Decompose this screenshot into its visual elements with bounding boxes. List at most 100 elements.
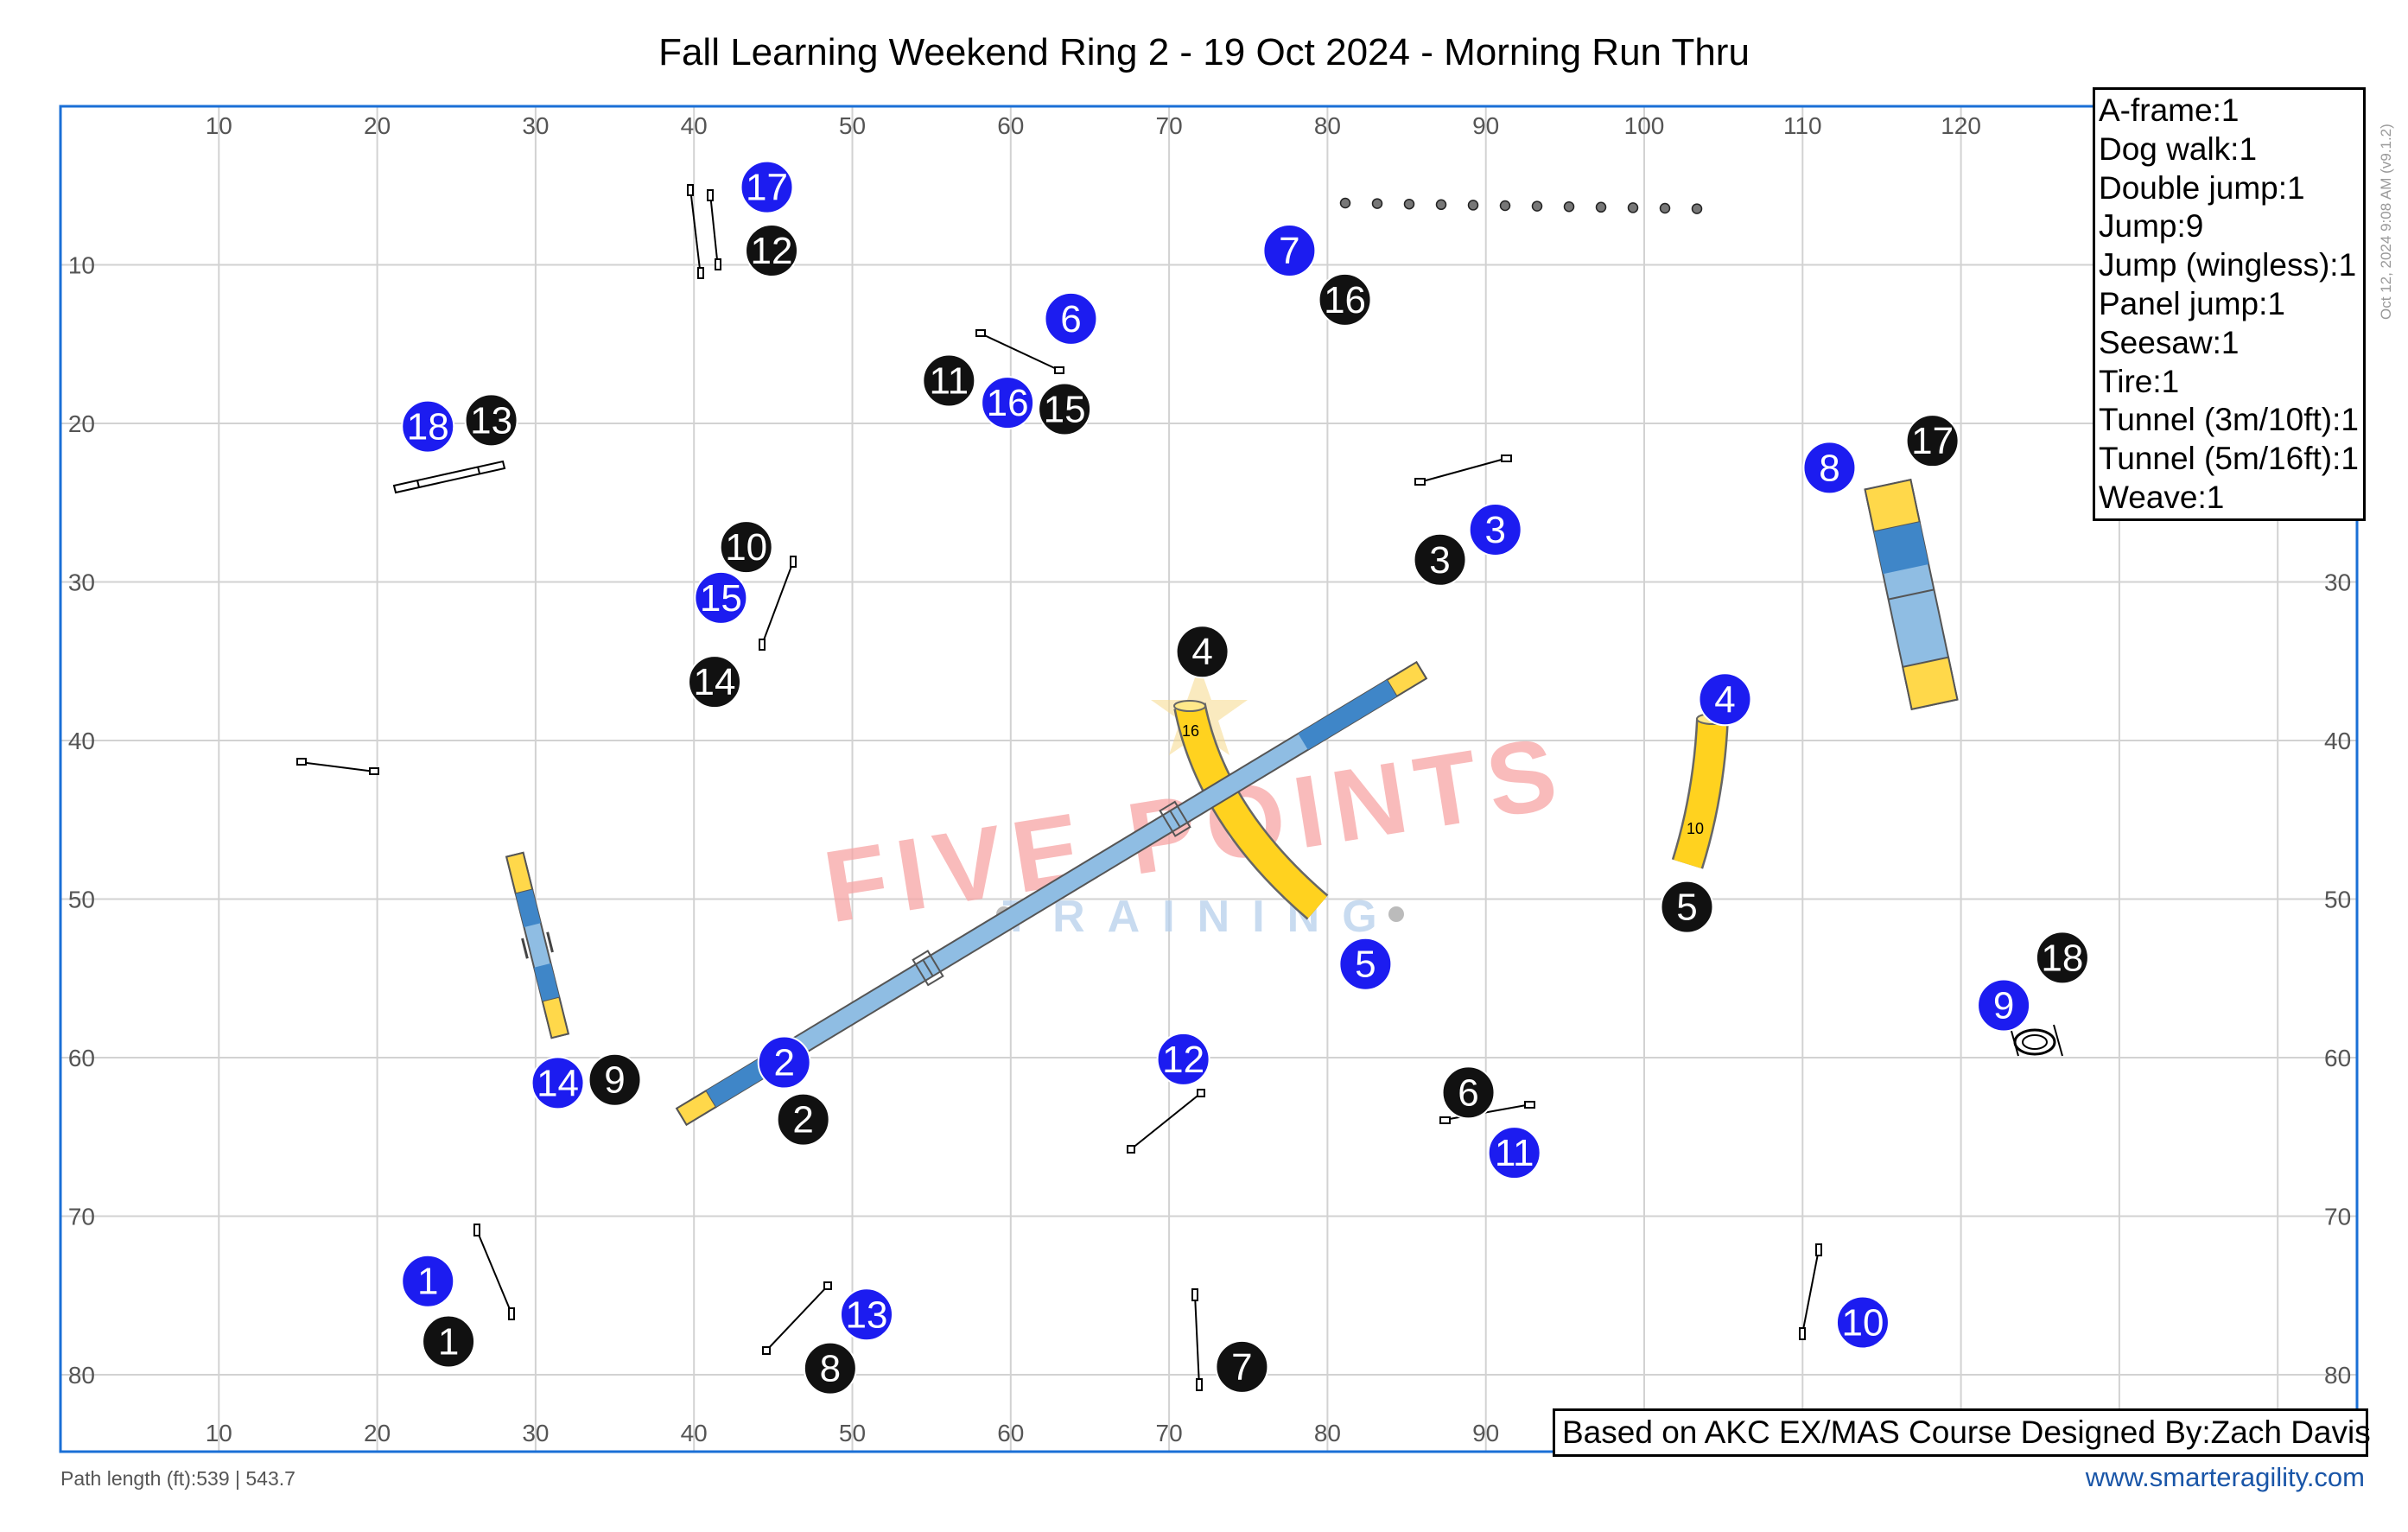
tick-label: 100 (1624, 112, 1665, 139)
tick-label: 60 (68, 1045, 95, 1071)
blue-marker-number: 9 (1993, 984, 2014, 1027)
blue-marker-18: 18 (401, 399, 455, 454)
black-marker-6: 6 (1441, 1065, 1496, 1120)
black-marker-circle (1660, 880, 1714, 934)
black-marker-circle (422, 1314, 476, 1369)
black-marker-10: 10 (719, 520, 773, 575)
jump-1 (473, 1224, 515, 1320)
blue-marker-circle (531, 1056, 585, 1110)
grid (60, 106, 2357, 1452)
blue-marker-number: 1 (417, 1261, 438, 1303)
obstacle-legend: A-frame:1 Dog walk:1 Double jump:1 Jump:9 Ju… (2093, 87, 2366, 521)
black-marker-4: 4 (1175, 625, 1229, 679)
watermark-line2: TRAINING (1002, 892, 1399, 942)
tick-label: 10 (206, 112, 232, 139)
blue-marker-number: 6 (1060, 298, 1081, 340)
tick-label: 10 (68, 252, 95, 279)
weave-pole (1403, 198, 1415, 210)
black-marker-circle (1441, 1065, 1496, 1120)
blue-marker-2: 2 (757, 1035, 811, 1090)
blue-marker-17: 17 (740, 160, 794, 214)
tick-label: 80 (1314, 112, 1341, 139)
black-marker-circle (719, 520, 773, 575)
blue-marker-11: 11 (1487, 1126, 1541, 1180)
watermark-dot-right (1388, 906, 1404, 922)
blue-marker-6: 6 (1044, 291, 1098, 346)
black-marker-number: 17 (1911, 420, 1954, 462)
weave-pole (1531, 200, 1543, 212)
jump-3 (1414, 455, 1512, 486)
blue-marker-circle (740, 160, 794, 214)
black-marker-8: 8 (803, 1341, 857, 1395)
black-marker-number: 11 (929, 359, 969, 402)
legend-item: Tunnel (5m/16ft):1 (2099, 441, 2359, 477)
double-jump (687, 184, 721, 279)
legend-item: A-frame:1 (2099, 92, 2240, 128)
weave-pole (1499, 200, 1511, 212)
blue-marker-4: 4 (1698, 672, 1752, 727)
black-marker-2: 2 (776, 1092, 830, 1147)
tunnel-label-16: 16 (1182, 722, 1199, 740)
tick-label: 40 (681, 1420, 708, 1446)
blue-marker-circle (1802, 441, 1857, 495)
blue-marker-15: 15 (694, 570, 748, 625)
black-marker-circle (688, 655, 742, 709)
legend-item: Jump:9 (2099, 208, 2204, 245)
black-marker-number: 8 (820, 1348, 841, 1390)
black-marker-circle (1318, 272, 1372, 327)
tick-label: 70 (2324, 1204, 2351, 1230)
legend-item: Panel jump:1 (2099, 285, 2285, 321)
black-marker-number: 16 (1324, 279, 1366, 321)
tick-label: 20 (68, 410, 95, 437)
tick-label: 70 (68, 1204, 95, 1230)
blue-marker-14: 14 (531, 1056, 585, 1110)
black-marker-3: 3 (1413, 532, 1467, 587)
black-marker-5: 5 (1660, 880, 1714, 934)
axis-ticks: 10 10 20 20 30 30 40 40 50 50 60 60 70 70 80 80 90 90 100 1… (68, 112, 2351, 1446)
blue-marker-7: 7 (1262, 223, 1317, 277)
blue-marker-number: 3 (1484, 509, 1505, 551)
sequence-markers: 1234567891011121314151617181234567891011… (401, 160, 2089, 1395)
website-link[interactable]: www.smarteragility.com (2085, 1462, 2365, 1492)
blue-marker-circle (1835, 1295, 1890, 1350)
black-marker-circle (464, 393, 518, 448)
weave-pole (1435, 199, 1447, 211)
weave-pole (1563, 200, 1575, 213)
blue-marker-circle (1487, 1126, 1541, 1180)
blue-marker-circle (1044, 291, 1098, 346)
blue-marker-number: 18 (407, 406, 449, 448)
ring-frame (59, 105, 2359, 1453)
legend-item: Double jump:1 (2099, 169, 2305, 206)
tick-label: 40 (68, 728, 95, 754)
legend-item: Seesaw:1 (2099, 324, 2240, 360)
black-marker-circle (776, 1092, 830, 1147)
black-marker-13: 13 (464, 393, 518, 448)
tick-label: 40 (2324, 728, 2351, 754)
tick-label: 120 (1941, 112, 1981, 139)
tick-label: 60 (2324, 1045, 2351, 1071)
black-marker-circle (1905, 414, 1960, 468)
tick-label: 80 (68, 1362, 95, 1389)
black-marker-number: 13 (470, 399, 512, 442)
blue-marker-circle (1262, 223, 1317, 277)
black-marker-circle (1038, 382, 1092, 436)
black-marker-9: 9 (588, 1052, 642, 1107)
weave-pole (1595, 201, 1607, 213)
blue-marker-circle (1698, 672, 1752, 727)
tick-label: 20 (364, 112, 391, 139)
blue-marker-8: 8 (1802, 441, 1857, 495)
blue-marker-number: 17 (746, 167, 788, 209)
path-length: Path length (ft):539 | 543.7 (60, 1467, 295, 1490)
tick-label: 70 (1156, 112, 1183, 139)
tick-label: 60 (997, 112, 1024, 139)
tick-label: 50 (839, 1420, 866, 1446)
black-marker-number: 3 (1429, 539, 1450, 582)
blue-marker-circle (694, 570, 748, 625)
blue-marker-number: 5 (1355, 944, 1376, 986)
black-marker-circle (922, 353, 976, 408)
black-marker-15: 15 (1038, 382, 1092, 436)
weave-pole (1659, 202, 1671, 214)
black-marker-11: 11 (922, 353, 976, 408)
blue-marker-number: 8 (1819, 447, 1839, 489)
blue-marker-10: 10 (1835, 1295, 1890, 1350)
